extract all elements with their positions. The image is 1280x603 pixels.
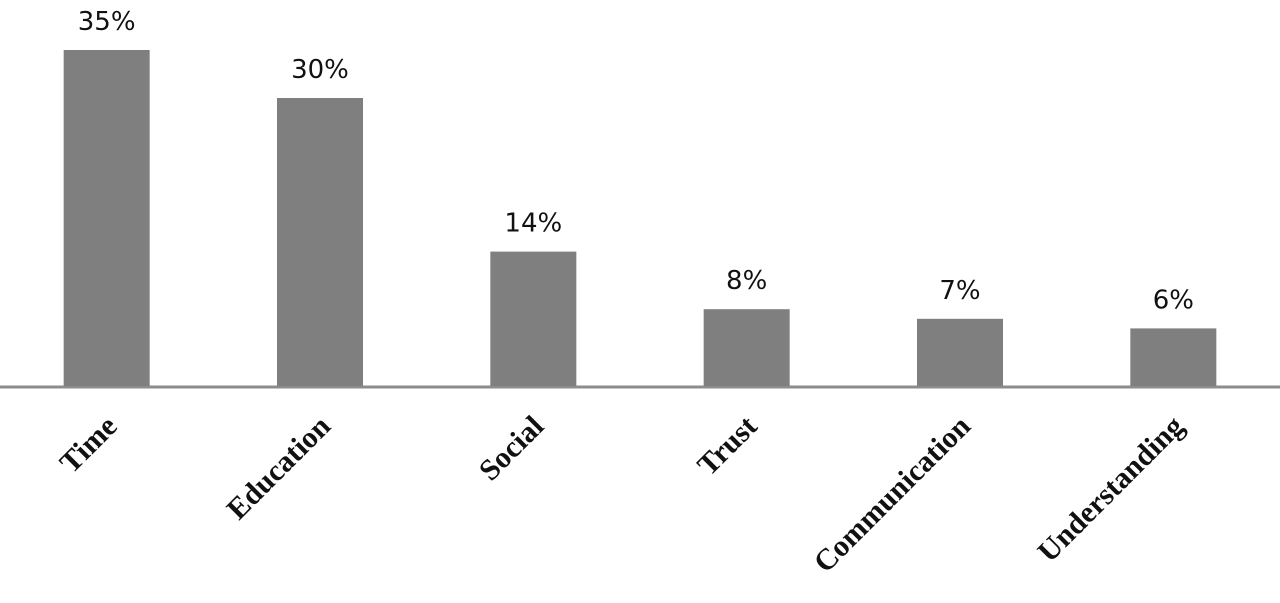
x-tick-label: Communication: [807, 409, 977, 579]
bar: [490, 251, 577, 386]
value-label: 7%: [939, 276, 980, 306]
x-tick-label: Education: [220, 409, 337, 526]
value-label: 14%: [504, 209, 562, 239]
bar: [63, 50, 150, 386]
x-tick-label: Time: [54, 410, 124, 480]
bar: [1130, 328, 1217, 386]
bar: [917, 318, 1003, 386]
bar: [703, 309, 790, 386]
bar: [277, 98, 363, 386]
x-tick-label: Social: [473, 410, 551, 488]
x-tick-label: Trust: [691, 410, 763, 482]
value-label: 30%: [291, 55, 349, 85]
x-tick-label: Understanding: [1031, 410, 1190, 569]
value-label: 8%: [726, 266, 767, 296]
value-label: 35%: [78, 7, 136, 37]
value-label: 6%: [1153, 285, 1194, 315]
